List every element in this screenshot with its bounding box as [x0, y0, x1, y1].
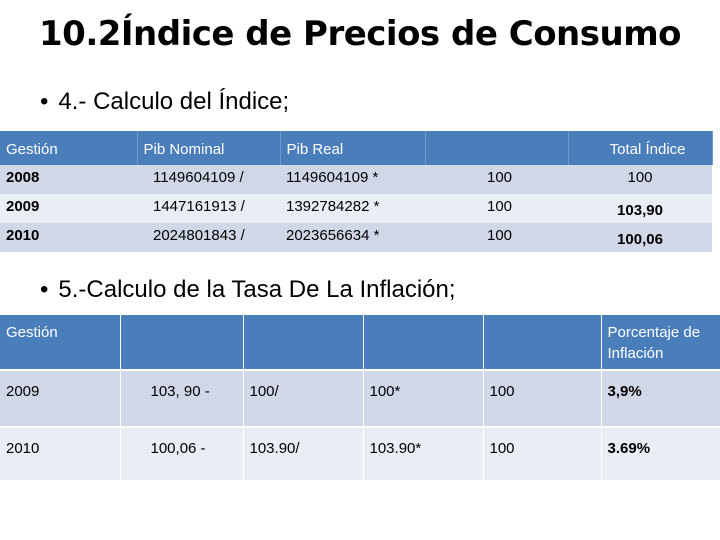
- column-header-total-indice: Total Índice: [568, 131, 713, 165]
- section-heading-inflation: • 5.-Calculo de la Tasa De La Inflación;: [40, 276, 456, 304]
- cell-pib-real: 1149604109 *: [280, 165, 425, 194]
- table-row: 2008 1149604109 / 1149604109 * 100 100: [0, 165, 712, 194]
- cell-percentage: 3,9%: [601, 369, 720, 427]
- column-header-pib-nominal: Pib Nominal: [137, 131, 281, 165]
- cell-pib-nominal: 2024801843 /: [137, 223, 280, 252]
- section-heading-index-text: 4.- Calculo del Índice;: [58, 88, 290, 115]
- cell-divisor: 100/: [243, 369, 364, 427]
- cell-pib-nominal: 1447161913 /: [137, 194, 280, 223]
- column-header-blank: [243, 315, 364, 370]
- cell-factor: 100: [425, 223, 568, 252]
- section-heading-inflation-text: 5.-Calculo de la Tasa De La Inflación;: [58, 276, 456, 303]
- cell-year: 2009: [0, 194, 137, 223]
- cell-index: 100,06 -: [120, 426, 244, 480]
- table-row: 2010 100,06 - 103.90/ 103.90* 100 3.69%: [0, 426, 720, 480]
- cell-multiplier: 100*: [363, 369, 484, 427]
- inflation-table: Gestión Porcentaje de Inflación 2009 103…: [0, 315, 720, 480]
- cell-year: 2010: [0, 223, 137, 252]
- bullet-icon: •: [40, 276, 49, 303]
- column-header-blank: [425, 131, 569, 165]
- cell-year: 2009: [0, 369, 121, 427]
- cell-pib-real: 1392784282 *: [280, 194, 425, 223]
- cell-total: 100: [568, 165, 712, 194]
- bullet-icon: •: [40, 88, 49, 115]
- table-header-row: Gestión Pib Nominal Pib Real Total Índic…: [0, 131, 713, 165]
- cell-percentage: 3.69%: [601, 426, 720, 480]
- section-heading-index: • 4.- Calculo del Índice;: [40, 88, 289, 116]
- column-header-pib-real: Pib Real: [280, 131, 426, 165]
- table-row: 2010 2024801843 / 2023656634 * 100 100,0…: [0, 223, 712, 252]
- cell-factor: 100: [483, 369, 602, 427]
- cell-year: 2008: [0, 165, 137, 194]
- cell-total: 103,90: [568, 194, 712, 223]
- page-title: 10.2Índice de Precios de Consumo: [39, 14, 682, 54]
- cell-factor: 100: [425, 165, 568, 194]
- index-table: Gestión Pib Nominal Pib Real Total Índic…: [0, 131, 713, 252]
- cell-year: 2010: [0, 426, 121, 480]
- column-header-blank: [483, 315, 602, 370]
- cell-pib-nominal: 1149604109 /: [137, 165, 280, 194]
- column-header-gestion: Gestión: [0, 131, 138, 165]
- cell-total: 100,06: [568, 223, 712, 252]
- cell-divisor: 103.90/: [243, 426, 364, 480]
- column-header-gestion: Gestión: [0, 315, 121, 370]
- cell-factor: 100: [483, 426, 602, 480]
- table-row: 2009 1447161913 / 1392784282 * 100 103,9…: [0, 194, 712, 223]
- column-header-blank: [363, 315, 484, 370]
- column-header-porcentaje-inflacion: Porcentaje de Inflación: [601, 315, 720, 370]
- table-row: 2009 103, 90 - 100/ 100* 100 3,9%: [0, 369, 720, 427]
- column-header-blank: [120, 315, 244, 370]
- cell-multiplier: 103.90*: [363, 426, 484, 480]
- table-header-row: Gestión Porcentaje de Inflación: [0, 315, 720, 370]
- cell-factor: 100: [425, 194, 568, 223]
- cell-index: 103, 90 -: [120, 369, 244, 427]
- cell-pib-real: 2023656634 *: [280, 223, 425, 252]
